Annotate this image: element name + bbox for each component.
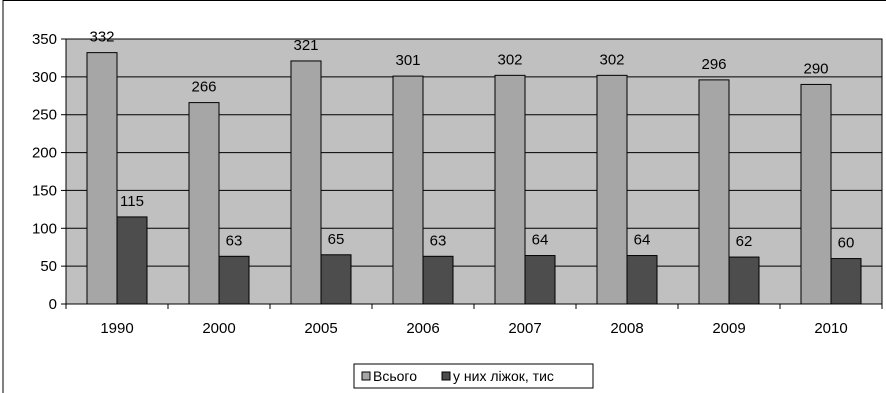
data-label: 60	[838, 235, 855, 252]
data-label: 332	[89, 29, 114, 46]
y-tick-label: 100	[32, 220, 57, 237]
y-tick-label: 250	[32, 107, 57, 124]
x-tick-label: 2008	[610, 320, 643, 337]
x-tick-label: 2009	[712, 320, 745, 337]
legend-swatch-total	[361, 371, 371, 381]
x-tick-label: 1990	[100, 320, 133, 337]
legend-box	[353, 363, 594, 389]
bar-total	[596, 74, 628, 305]
data-label: 266	[191, 79, 216, 96]
y-tick-label: 350	[32, 31, 57, 48]
x-tick-label: 2005	[304, 320, 337, 337]
data-label: 64	[634, 232, 651, 249]
data-label: 63	[226, 232, 243, 249]
legend-swatch-beds	[441, 371, 451, 381]
x-tick-label: 2000	[202, 320, 235, 337]
x-tick-label: 2006	[406, 320, 439, 337]
bar-beds	[830, 258, 862, 305]
data-label: 64	[532, 232, 549, 249]
legend-label: у них ліжок, тис	[453, 368, 554, 384]
bar-beds	[728, 256, 760, 305]
bar-beds	[422, 255, 454, 305]
y-tick-label: 200	[32, 145, 57, 162]
y-tick-label: 300	[32, 69, 57, 86]
plot-area	[65, 38, 883, 305]
data-label: 302	[497, 51, 522, 68]
bar-beds	[218, 255, 250, 305]
data-labels: 332 115 266 63 321 65 301 63 302 64 302 64 296 62 290 6…	[89, 29, 854, 252]
bar-total	[494, 74, 526, 305]
bar-total	[392, 75, 424, 305]
x-tick-labels: 1990 2000 2005 2006 2007 2008 2009 2010	[100, 320, 847, 337]
bar-total	[698, 79, 730, 305]
legend: Всього у них ліжок, тис	[353, 363, 594, 389]
y-tick-label: 0	[49, 296, 57, 313]
bar-total	[290, 60, 322, 305]
axes	[65, 39, 882, 305]
data-label: 65	[328, 231, 345, 248]
bar-total	[188, 102, 220, 305]
data-label: 302	[599, 51, 624, 68]
bar-beds	[626, 255, 658, 305]
data-label: 290	[803, 60, 828, 77]
bar-beds	[320, 254, 352, 305]
bar-total	[800, 83, 832, 305]
data-label: 115	[120, 193, 144, 210]
data-label: 301	[395, 52, 420, 69]
y-tick-labels: 0 50 100 150 200 250 300 350	[32, 31, 57, 313]
bar-beds	[524, 255, 556, 305]
bar-total	[86, 52, 118, 305]
data-label: 321	[293, 37, 318, 54]
x-tick-label: 2010	[814, 320, 847, 337]
data-label: 63	[430, 232, 447, 249]
legend-label: Всього	[373, 368, 417, 384]
y-tick-label: 50	[40, 258, 57, 275]
data-label: 62	[736, 233, 753, 250]
bar-beds	[116, 216, 148, 305]
data-label: 296	[701, 56, 726, 73]
y-tick-label: 150	[32, 182, 57, 199]
bars	[86, 52, 862, 305]
x-tick-label: 2007	[508, 320, 541, 337]
